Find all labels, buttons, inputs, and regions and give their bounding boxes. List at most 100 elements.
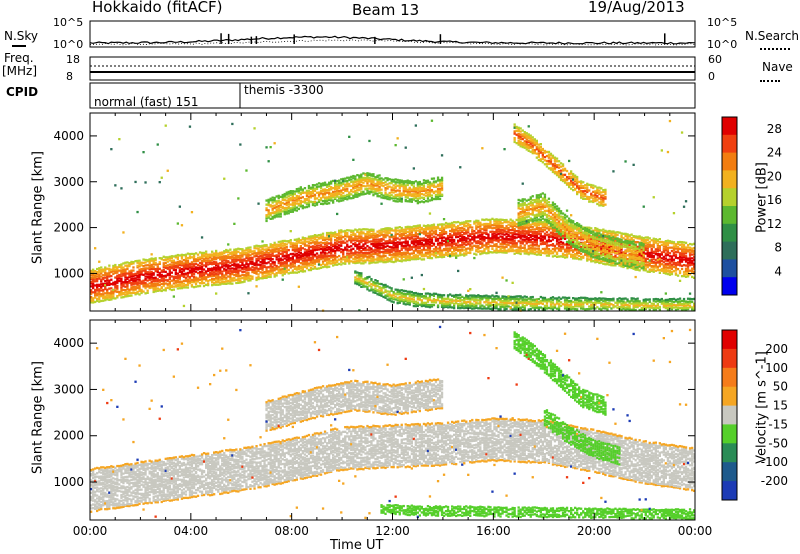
data-cell bbox=[386, 195, 389, 198]
data-cell bbox=[523, 131, 526, 134]
data-cell bbox=[295, 190, 298, 193]
data-cell bbox=[273, 216, 276, 219]
data-cell bbox=[323, 188, 327, 191]
data-cell bbox=[392, 296, 395, 300]
data-cell bbox=[404, 248, 407, 251]
data-cell bbox=[378, 234, 381, 237]
data-cell bbox=[509, 245, 512, 248]
data-cell bbox=[414, 195, 417, 198]
data-cell bbox=[340, 184, 343, 187]
data-cell bbox=[541, 226, 544, 229]
data-cell bbox=[233, 260, 236, 263]
data-cell bbox=[402, 259, 405, 262]
data-cell bbox=[249, 251, 252, 254]
data-cell bbox=[104, 284, 107, 287]
data-cell bbox=[114, 276, 117, 279]
data-cell bbox=[346, 248, 349, 251]
data-cell bbox=[102, 270, 105, 273]
data-cell bbox=[295, 209, 298, 212]
data-cell bbox=[281, 197, 284, 200]
data-cell bbox=[281, 252, 284, 256]
data-cell bbox=[142, 281, 145, 285]
data-cell bbox=[273, 248, 276, 251]
data-cell bbox=[354, 258, 357, 261]
data-cell bbox=[440, 300, 444, 303]
data-cell bbox=[247, 255, 250, 258]
data-cell bbox=[281, 242, 284, 245]
data-cell bbox=[463, 306, 466, 310]
data-cell bbox=[485, 294, 488, 297]
data-cell bbox=[366, 228, 369, 231]
data-cell bbox=[438, 183, 442, 186]
data-cell bbox=[412, 293, 415, 297]
data-cell bbox=[541, 300, 544, 303]
data-cell bbox=[386, 250, 389, 253]
data-cell bbox=[537, 251, 540, 254]
data-cell bbox=[461, 241, 464, 244]
data-cell bbox=[402, 241, 405, 244]
data-cell bbox=[356, 256, 359, 259]
data-cell bbox=[325, 236, 329, 239]
data-cell bbox=[382, 178, 385, 181]
data-cell bbox=[215, 278, 218, 281]
data-cell bbox=[428, 252, 432, 256]
data-cell bbox=[505, 245, 508, 249]
data-cell bbox=[424, 189, 428, 192]
data-cell bbox=[132, 274, 135, 278]
data-cell bbox=[332, 187, 335, 190]
data-cell bbox=[166, 169, 169, 172]
data-cell bbox=[398, 230, 401, 233]
data-cell bbox=[170, 284, 173, 287]
data-cell bbox=[158, 181, 161, 184]
data-cell bbox=[501, 231, 504, 234]
data-cell bbox=[279, 263, 282, 266]
data-cell bbox=[424, 240, 428, 243]
data-cell bbox=[418, 224, 421, 227]
data-cell bbox=[465, 239, 468, 242]
data-cell bbox=[422, 287, 426, 291]
data-cell bbox=[186, 282, 190, 285]
data-cell bbox=[275, 200, 278, 203]
data-cell bbox=[503, 227, 506, 230]
data-cell bbox=[338, 241, 341, 244]
data-cell bbox=[344, 177, 347, 180]
data-cell bbox=[235, 258, 238, 261]
data-cell bbox=[386, 234, 389, 237]
data-cell bbox=[543, 298, 547, 301]
data-cell bbox=[98, 295, 101, 298]
data-cell bbox=[477, 223, 480, 226]
data-cell bbox=[325, 244, 329, 247]
data-cell bbox=[535, 148, 538, 151]
data-cell bbox=[497, 298, 500, 302]
data-cell bbox=[406, 290, 409, 293]
data-cell bbox=[416, 241, 419, 244]
data-cell bbox=[487, 295, 490, 298]
data-cell bbox=[291, 244, 294, 247]
data-cell bbox=[162, 268, 165, 272]
data-cell bbox=[291, 206, 294, 209]
data-cell bbox=[527, 238, 530, 242]
data-cell bbox=[209, 271, 212, 275]
data-cell bbox=[354, 241, 357, 245]
data-cell bbox=[108, 292, 111, 295]
data-cell bbox=[305, 264, 309, 267]
data-cell bbox=[537, 232, 540, 236]
data-cell bbox=[529, 136, 532, 140]
data-cell bbox=[398, 196, 401, 199]
data-cell bbox=[144, 258, 147, 262]
data-cell bbox=[118, 275, 121, 278]
data-cell bbox=[545, 246, 549, 249]
data-cell bbox=[96, 280, 99, 283]
data-cell bbox=[539, 195, 542, 198]
data-cell bbox=[309, 249, 313, 252]
data-cell bbox=[428, 231, 432, 235]
data-cell bbox=[287, 190, 290, 194]
data-cell bbox=[521, 206, 524, 210]
data-cell bbox=[217, 275, 220, 278]
data-cell bbox=[317, 241, 321, 244]
data-cell bbox=[192, 256, 196, 259]
data-cell bbox=[295, 271, 298, 274]
data-cell bbox=[158, 279, 161, 282]
data-cell bbox=[156, 265, 159, 268]
data-cell bbox=[434, 246, 438, 249]
